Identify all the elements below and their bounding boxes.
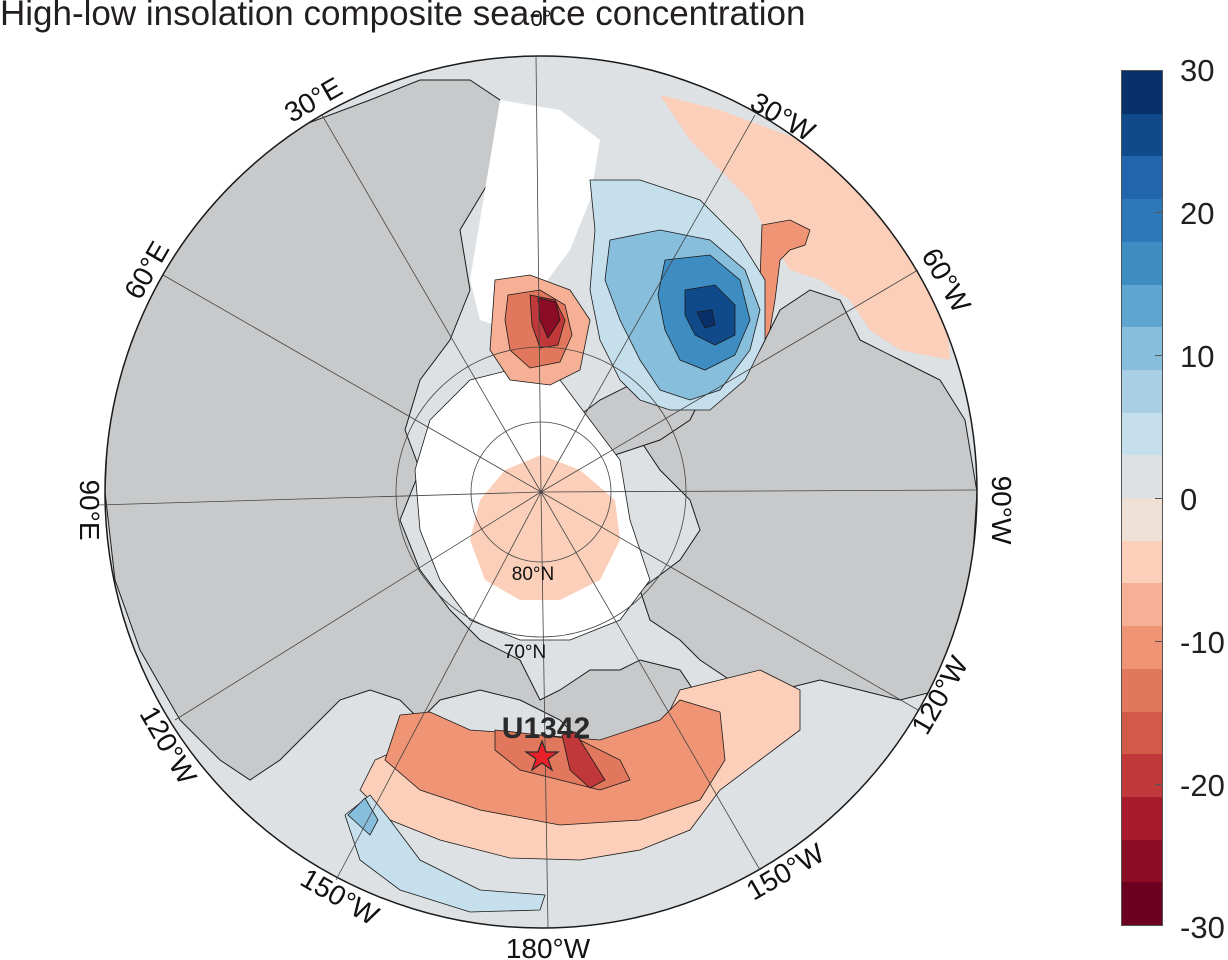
polar-map: 0° 30°E 60°E 90°E 120°W 150°W 180°W 150°… [74,6,1017,960]
labrador-sea-positive-5 [696,309,716,329]
pacific-positive-2 [347,797,379,836]
site-star-icon [524,739,560,772]
colorbar-segment [1122,71,1162,114]
lat-circle-70 [395,346,687,638]
lon-label-90w: 90°W [986,476,1017,545]
colorbar-tick-mark [1155,355,1163,356]
colorbar-tick-mark [1155,212,1163,213]
colorbar-segment [1122,540,1162,584]
colorbar-tick-mark [1155,784,1163,785]
site-label-u1342: U1342 [502,712,590,745]
colorbar-segment [1122,199,1162,242]
colorbar-segment [1122,156,1162,200]
colorbar-segment [1122,882,1162,926]
lon-label-0: 0° [530,6,551,31]
colorbar-label-10: 10 [1180,339,1215,374]
colorbar-segment [1122,241,1162,285]
colorbar-label-20: 20 [1180,196,1215,231]
colorbar-segment [1122,369,1162,413]
pacific-positive-1 [344,794,546,913]
colorbar-segment [1122,284,1162,328]
colorbar-label-neg30: -30 [1180,910,1225,945]
barents-negative-4 [537,297,561,339]
lon-label-180w: 180°W [506,933,591,960]
colorbar-segment [1122,455,1162,499]
colorbar-segment [1122,626,1162,669]
colorbar-segment [1122,754,1162,797]
colorbar-segment [1122,113,1162,157]
colorbar-segment [1122,412,1162,456]
lon-label-90e: 90°E [74,479,105,540]
north-atlantic-white [470,100,600,330]
north-america-land [639,289,977,701]
colorbar-label-0: 0 [1180,482,1198,517]
lat-label-70n: 70°N [504,642,546,663]
colorbar-segment [1122,498,1162,541]
colorbar-segment [1122,839,1162,883]
colorbar-segment [1122,583,1162,627]
colorbar-segment [1122,327,1162,370]
colorbar-tick-mark [1155,641,1163,642]
bering-negative-4 [561,731,606,789]
lat-label-80n: 80°N [512,564,554,585]
colorbar-label-neg10: -10 [1180,625,1225,660]
colorbar-segment [1122,668,1162,712]
colorbar-segment [1122,796,1162,840]
meridian-lines [96,55,978,929]
map-boundary [104,55,978,929]
map-title: High-low insolation composite sea-ice co… [0,0,806,33]
colorbar-label-30: 30 [1180,53,1215,88]
colorbar-tick-mark [1155,498,1163,499]
colorbar-segment [1122,711,1162,755]
colorbar [1121,70,1163,926]
colorbar-label-neg20: -20 [1180,768,1225,803]
